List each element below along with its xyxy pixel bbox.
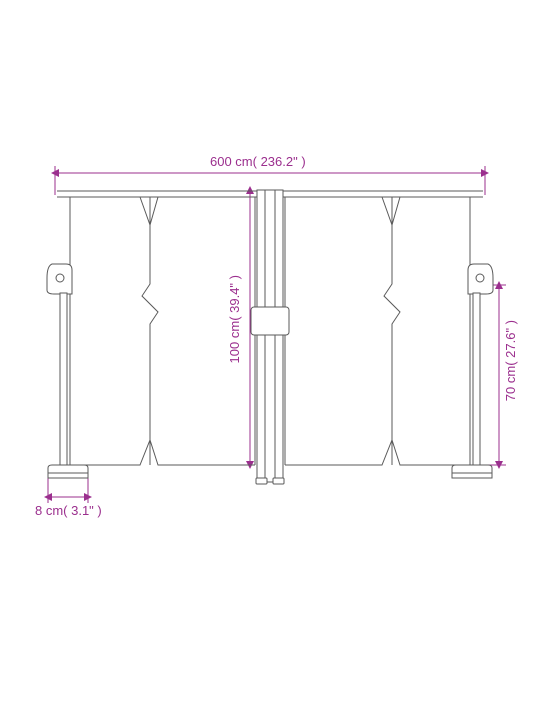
dim-base-width-label: 8 cm( 3.1" ) [35,503,102,518]
dim-base-width [48,477,88,503]
drawing-svg [0,0,540,720]
dim-height-label: 100 cm( 39.4" ) [227,275,242,363]
dim-width-label: 600 cm( 236.2" ) [210,154,306,169]
product-outline [47,190,493,484]
diagram-canvas: 600 cm( 236.2" ) 100 cm( 39.4" ) 70 cm( … [0,0,540,720]
dim-pole-height-label: 70 cm( 27.6" ) [503,320,518,401]
